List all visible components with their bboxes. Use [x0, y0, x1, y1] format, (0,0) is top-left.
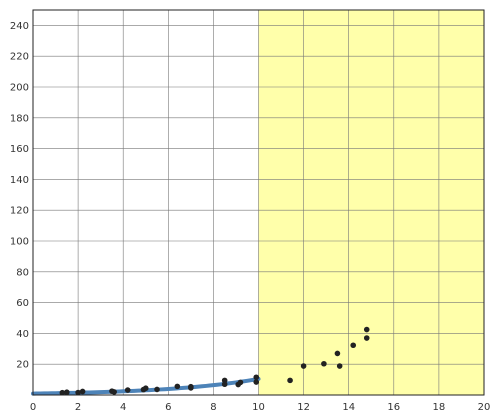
data-point [111, 389, 117, 395]
x-tick-label: 10 [252, 402, 265, 413]
y-tick-label: 120 [10, 206, 29, 217]
x-tick-label: 18 [433, 402, 446, 413]
x-tick-label: 20 [478, 402, 491, 413]
y-tick-label: 180 [10, 113, 29, 124]
highlight-region-layer [258, 10, 484, 395]
x-tick-label: 14 [342, 402, 355, 413]
y-tick-label: 240 [10, 21, 29, 32]
tick-label-layer: 0 2 4 6 8 10 12 14 16 18 20 20 40 60 80 100 120 140 160 180… [10, 21, 490, 413]
data-point [174, 383, 181, 390]
x-tick-label: 16 [387, 402, 400, 413]
data-point [253, 379, 260, 385]
y-tick-label: 40 [16, 329, 29, 340]
data-point [253, 374, 260, 381]
data-point [237, 379, 244, 386]
y-tick-label: 220 [10, 52, 29, 63]
data-point [59, 389, 66, 396]
x-tick-label: 8 [210, 402, 216, 413]
data-point [75, 389, 81, 396]
data-point [154, 386, 160, 393]
y-tick-label: 100 [10, 237, 29, 248]
x-tick-label: 12 [297, 402, 310, 413]
y-tick-label: 140 [10, 175, 29, 186]
axis-layer [32, 9, 485, 396]
x-tick-label: 2 [75, 402, 81, 413]
data-point [363, 326, 370, 333]
highlight-region [258, 10, 484, 395]
y-tick-label: 80 [16, 267, 29, 278]
y-tick-label: 60 [16, 298, 29, 309]
data-point [300, 363, 307, 369]
data-point [221, 381, 228, 388]
data-point [124, 387, 131, 393]
y-tick-label: 20 [16, 360, 29, 371]
x-tick-label: 6 [165, 402, 171, 413]
plot-frame [32, 9, 485, 396]
data-points-layer [59, 326, 370, 396]
data-point [221, 377, 228, 384]
x-tick-label: 0 [30, 402, 36, 413]
data-point [287, 377, 293, 384]
data-point [321, 360, 327, 367]
data-point [188, 383, 194, 390]
x-tick-label: 4 [120, 402, 126, 413]
data-point [334, 350, 341, 357]
data-point [336, 363, 343, 369]
data-point [142, 385, 149, 392]
data-point [79, 388, 86, 395]
data-point [64, 389, 70, 396]
y-tick-label: 160 [10, 144, 29, 155]
data-point [350, 342, 357, 349]
y-tick-label: 200 [10, 83, 29, 94]
data-point [363, 335, 370, 341]
